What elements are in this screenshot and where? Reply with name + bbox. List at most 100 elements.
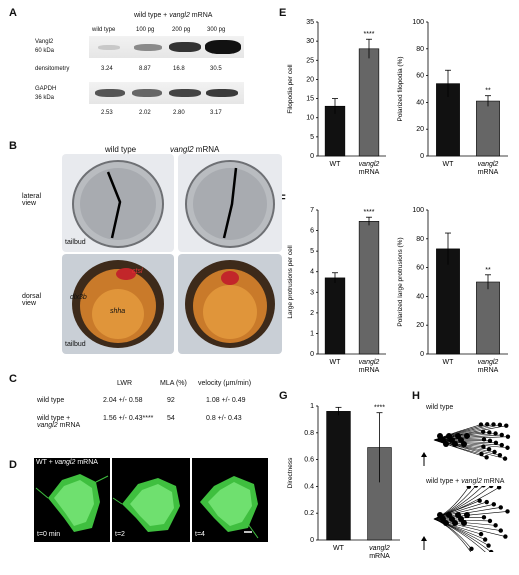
track-endpoint bbox=[493, 431, 498, 436]
track-origin-dot bbox=[452, 520, 458, 526]
track-endpoint bbox=[469, 546, 474, 552]
bar bbox=[476, 281, 500, 355]
track-endpoint bbox=[481, 515, 487, 520]
category-label: WT bbox=[330, 359, 342, 366]
chart-filopodia-per-cell: Filopodia per cell 0 5 10 15 20 25 30 35 WT **** va… bbox=[287, 19, 386, 176]
category-label: WT bbox=[443, 161, 455, 168]
track-origin-dot bbox=[464, 433, 470, 439]
ctsl-label: ctsl bbox=[132, 268, 143, 275]
bar bbox=[324, 277, 346, 355]
track-endpoint bbox=[503, 534, 508, 539]
panel-label-f: F bbox=[279, 193, 286, 205]
timelapse-title: WT + vangl2 mRNA bbox=[36, 459, 98, 466]
tracks-label-vangl2: wild type + vangl2 mRNA bbox=[426, 478, 505, 485]
vangl2-band-wt bbox=[98, 45, 120, 50]
table-cell: 54 bbox=[167, 415, 175, 422]
blot-col-200pg: 200 pg bbox=[172, 27, 191, 33]
cell-image bbox=[35, 474, 109, 532]
table-cell: 2.04 +/- 0.58 bbox=[103, 397, 143, 404]
track-endpoint bbox=[487, 430, 492, 435]
bar bbox=[358, 221, 380, 355]
track-endpoint bbox=[466, 486, 472, 489]
vangl2-band-200 bbox=[169, 42, 201, 52]
tracks-label-wildtype: wild type bbox=[426, 404, 454, 411]
track-origin-dot bbox=[452, 441, 458, 447]
timelapse-frame: WT + vangl2 mRNA t=0 min bbox=[34, 458, 110, 542]
embryo-lateral-wildtype-image bbox=[72, 160, 164, 248]
significance-label: **** bbox=[364, 209, 375, 216]
panel-label-a: A bbox=[9, 7, 17, 19]
track-endpoint bbox=[484, 499, 489, 505]
y-tick-label: 0 bbox=[420, 153, 424, 160]
y-tick-label: 15 bbox=[306, 96, 314, 103]
track-endpoint bbox=[487, 438, 493, 444]
track-origin-dot bbox=[443, 441, 449, 447]
cell-image bbox=[200, 476, 259, 539]
bar bbox=[358, 48, 380, 157]
vangl2-label: Vangl2 bbox=[35, 39, 54, 45]
track-endpoint bbox=[481, 444, 486, 449]
y-tick-label: 80 bbox=[416, 236, 424, 243]
y-tick-label: 100 bbox=[412, 19, 424, 26]
track-endpoint bbox=[499, 442, 504, 448]
gapdh-label: GAPDH bbox=[35, 86, 57, 92]
table-header-velocity: velocity (μm/min) bbox=[198, 380, 252, 387]
chart-polarized-large-protrusions: Polarized large protrusions (%) 0 20 40 60 80… bbox=[397, 207, 508, 374]
table-cell: 1.56 +/- 0.43**** bbox=[103, 415, 154, 422]
y-tick-label: 80 bbox=[416, 46, 424, 53]
y-tick-label: 5 bbox=[310, 248, 314, 255]
category-label: vangl2 bbox=[359, 359, 380, 366]
y-tick-label: 0.4 bbox=[304, 483, 314, 490]
table-cell: 92 bbox=[167, 397, 175, 404]
dorsal-view-label: dorsal view bbox=[22, 293, 42, 307]
y-tick-label: 0.8 bbox=[304, 430, 314, 437]
y-tick-label: 2 bbox=[310, 310, 314, 317]
densitometry-value: 8.87 bbox=[139, 66, 151, 72]
track-endpoint bbox=[486, 446, 492, 452]
track-endpoint bbox=[487, 518, 493, 524]
category-label: WT bbox=[333, 545, 345, 552]
direction-arrow-head bbox=[421, 452, 427, 457]
vangl2-band-300 bbox=[205, 40, 241, 54]
gapdh-band bbox=[132, 89, 162, 97]
y-tick-label: 60 bbox=[416, 265, 424, 272]
blot-col-100pg: 100 pg bbox=[136, 27, 155, 33]
y-tick-label: 40 bbox=[416, 99, 424, 106]
gapdh-value: 3.17 bbox=[210, 110, 222, 116]
track-endpoint bbox=[497, 422, 503, 428]
frame-time-label: t=2 bbox=[115, 531, 125, 538]
vangl2-kda-label: 60 kDa bbox=[35, 48, 55, 54]
track-origin-dot bbox=[461, 441, 467, 447]
category-label-suffix: mRNA bbox=[359, 169, 380, 176]
embryo-lateral-vangl2-image bbox=[185, 160, 275, 248]
gapdh-band bbox=[206, 89, 238, 97]
blot-col-wildtype: wild type bbox=[92, 27, 116, 33]
timelapse-frame: t=4 bbox=[192, 458, 268, 542]
embryo-dorsal-vangl2-image bbox=[185, 260, 275, 348]
densitometry-value: 30.5 bbox=[210, 66, 222, 72]
densitometry-value: 3.24 bbox=[101, 66, 113, 72]
table-row-label: wild type + vangl2 mRNA bbox=[37, 415, 81, 429]
track-endpoint bbox=[491, 502, 497, 507]
cell-image bbox=[112, 478, 180, 532]
cell-track bbox=[433, 439, 487, 458]
dlx3b-label: dlx3b bbox=[70, 294, 87, 301]
y-axis-label: Directness bbox=[287, 457, 294, 488]
y-tick-label: 6 bbox=[310, 228, 314, 235]
embryo-col-vangl2: vangl2 mRNA bbox=[170, 145, 220, 154]
densitometry-label: densitometry bbox=[35, 66, 70, 72]
significance-label: **** bbox=[364, 31, 375, 38]
lateral-view-label: lateral view bbox=[22, 193, 42, 207]
track-endpoint bbox=[505, 509, 510, 514]
track-origin-dot bbox=[464, 512, 470, 518]
embryo-lateral-vangl2 bbox=[178, 154, 282, 252]
track-origin-dot bbox=[443, 520, 449, 526]
timelapse-frame: t=2 bbox=[112, 458, 190, 542]
track-endpoint bbox=[496, 486, 502, 490]
frame-time-label: t=4 bbox=[195, 531, 205, 538]
track-endpoint bbox=[502, 456, 508, 461]
panel-label-g: G bbox=[279, 390, 288, 402]
track-endpoint bbox=[488, 549, 494, 552]
blot-col-300pg: 300 pg bbox=[207, 27, 226, 33]
cell-tracks-vangl2 bbox=[421, 486, 510, 552]
